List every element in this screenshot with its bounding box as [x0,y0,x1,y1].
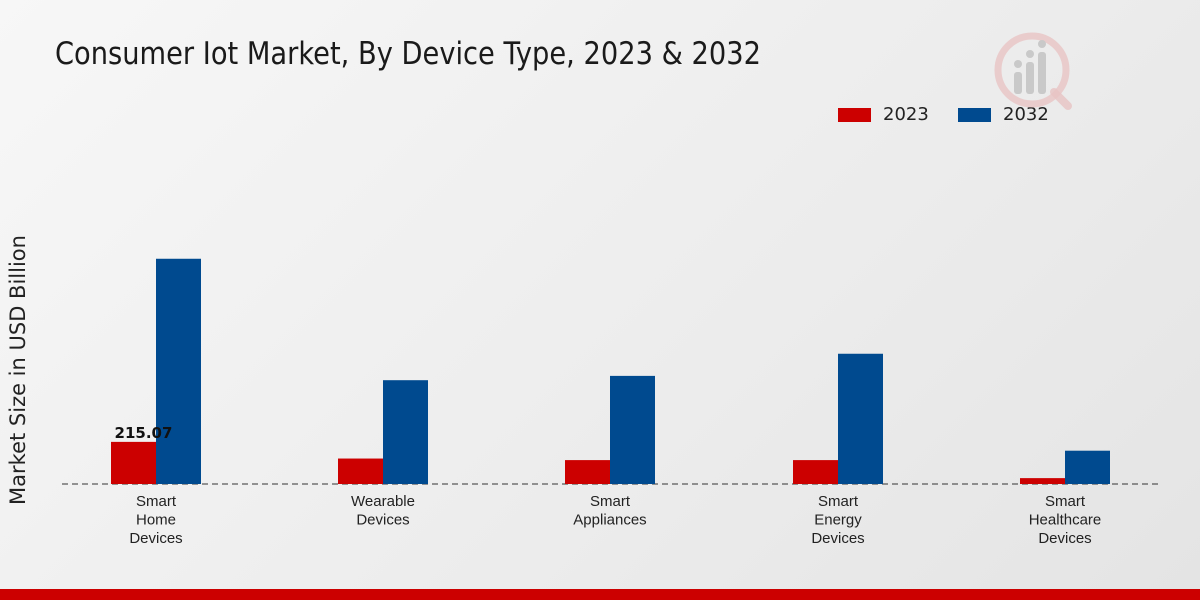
brand-logo-icon [994,32,1072,110]
legend-label-2023: 2023 [883,104,929,125]
bar-2032-2 [610,375,655,484]
x-tick-label: Appliances [573,512,646,529]
x-tick-label: Smart [818,493,859,510]
x-tick-label: Devices [1038,530,1091,547]
x-tick-label: Smart [136,493,177,510]
x-tick-label: Home [136,512,176,529]
bar-2023-1 [338,458,383,484]
x-tick-label: Devices [356,512,409,529]
bar-2023-2 [565,460,610,484]
x-tick-label: Energy [814,512,862,529]
bar-2032-4 [1065,450,1110,484]
legend-item-2023: 2023 [838,104,929,125]
x-tick-label: Devices [811,530,864,547]
bar-2032-3 [838,353,883,484]
legend-swatch-2023 [838,107,871,122]
bar-2023-4 [1020,478,1065,484]
chart-title: Consumer Iot Market, By Device Type, 202… [55,36,761,72]
legend-label-2032: 2032 [1003,104,1049,125]
bottom-accent-bar [0,589,1200,600]
legend-swatch-2032 [958,107,991,122]
x-tick-label: Smart [590,493,631,510]
bar-2032-0 [156,258,201,484]
x-tick-label: Smart [1045,493,1086,510]
x-tick-label: Devices [129,530,182,547]
data-label: 215.07 [115,424,173,442]
bar-2023-3 [793,460,838,484]
legend-item-2032: 2032 [958,104,1049,125]
bar-2032-1 [383,380,428,484]
bar-2023-0 [111,441,156,484]
x-tick-label: Healthcare [1029,512,1102,529]
x-tick-label: Wearable [351,493,415,510]
